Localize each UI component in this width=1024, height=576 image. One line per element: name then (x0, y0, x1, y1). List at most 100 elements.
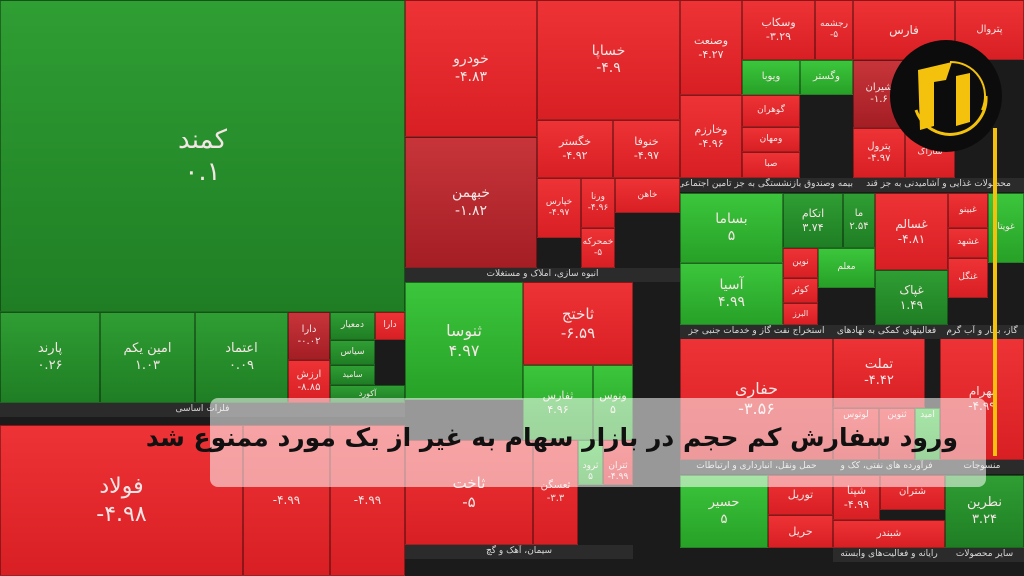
stock-tile[interactable]: خگستر -۴.۹۲ (537, 120, 613, 178)
stock-tile[interactable]: ما ۲.۵۴ (843, 193, 875, 248)
stock-tile[interactable]: خنوفا -۴.۹۷ (613, 120, 680, 178)
stock-tile[interactable]: گوهران (742, 95, 800, 127)
stock-symbol: اتکام (801, 206, 825, 220)
stock-tile[interactable]: خودرو -۴.۸۳ (405, 0, 537, 137)
stock-change: ۲.۵۴ (849, 220, 869, 232)
stock-symbol: وسکاب (761, 16, 796, 30)
stock-tile[interactable]: غسالم -۴.۸۱ (875, 193, 948, 270)
stock-symbol: صبا (764, 159, 778, 170)
stock-symbol: خاهن (637, 189, 658, 200)
stock-tile[interactable]: وسکاب -۳.۲۹ (742, 0, 815, 60)
stock-tile[interactable]: وخارزم -۴.۹۶ (680, 95, 742, 178)
logo-mark-icon (914, 60, 988, 136)
stock-tile[interactable]: خبهمن -۱.۸۲ (405, 137, 537, 268)
stock-tile[interactable]: شبندر (833, 520, 945, 548)
stock-tile[interactable]: نوین (783, 248, 818, 278)
stock-change: ۳.۷۴ (802, 220, 824, 234)
stock-change: ۰.۰۹ (228, 357, 255, 373)
stock-symbol: پتروال (976, 23, 1003, 35)
stock-tile[interactable]: خاهن (615, 178, 680, 213)
sector-label: استخراج نفت گاز و خدمات جنبی جز (680, 325, 833, 339)
stock-symbol: کمند (178, 124, 227, 155)
stock-tile[interactable]: وگستر (800, 60, 853, 95)
stock-tile[interactable]: ومهان (742, 127, 800, 152)
stock-change: -۴.۸۱ (897, 231, 926, 246)
stock-tile[interactable]: ثاختج -۶.۵۹ (523, 282, 633, 365)
stock-symbol: شپنا (846, 483, 867, 497)
stock-symbol: توریل (787, 488, 814, 502)
stock-tile[interactable]: البرز (783, 303, 818, 325)
sector-label: گاز، بخار و آب گرم (940, 325, 1024, 339)
stock-tile[interactable]: حریل (768, 515, 833, 548)
stock-tile[interactable]: خساپا -۴.۹ (537, 0, 680, 120)
stock-tile[interactable]: خمحرکه -۵ (581, 228, 615, 268)
stock-tile[interactable]: وصنعت -۴.۲۷ (680, 0, 742, 95)
stock-tile[interactable]: صبا (742, 152, 800, 178)
stock-symbol: نطرین (967, 495, 1002, 511)
stock-symbol: رجشمه (820, 18, 848, 29)
stock-symbol: خبهمن (451, 185, 491, 201)
stock-tile[interactable]: نطرین ۳.۲۴ (945, 475, 1024, 548)
stock-tile[interactable]: سامید (330, 365, 375, 385)
stock-tile[interactable]: ارزش -۸.۸۵ (288, 360, 330, 403)
stock-tile[interactable]: پترول -۴.۹۷ (853, 128, 905, 178)
stock-symbol: سامید (342, 370, 363, 379)
stock-symbol: آکورد (358, 389, 377, 398)
stock-tile[interactable]: معلم (818, 248, 875, 288)
stock-tile[interactable]: دمعیار (330, 312, 375, 340)
stock-symbol: ویوبا (761, 71, 781, 83)
sector-label: رایانه و فعالیت‌های وابسته (833, 548, 945, 562)
stock-tile[interactable]: ثنوسا ۴.۹۷ (405, 282, 523, 400)
stock-tile[interactable]: ورنا -۴.۹۶ (581, 178, 615, 228)
stock-tile[interactable]: خپارس -۴.۹۷ (537, 178, 581, 238)
stock-symbol: غویتا (997, 222, 1015, 233)
stock-change: -۴.۹۶ (587, 203, 609, 213)
stock-tile[interactable]: پارند ۰.۲۶ (0, 312, 100, 403)
stock-symbol: حسیر (708, 495, 740, 511)
stock-change: -۱.۶ (870, 94, 888, 105)
stock-symbol: خساپا (591, 42, 626, 59)
stock-symbol: ثاختج (561, 304, 595, 323)
stock-symbol: وصنعت (693, 33, 729, 47)
stock-change: -۴.۹۶ (698, 136, 724, 150)
stock-tile[interactable]: رجشمه -۵ (815, 0, 853, 60)
stock-tile[interactable]: اتکام ۳.۷۴ (783, 193, 843, 248)
stock-change: -۳.۲۹ (765, 30, 792, 43)
stock-change: ۵ (720, 511, 728, 527)
stock-symbol: اعتماد (225, 341, 258, 357)
stock-tile[interactable]: کوثر (783, 278, 818, 303)
stock-symbol: غبینو (959, 204, 977, 215)
stock-tile[interactable]: آسیا ۴.۹۹ (680, 263, 783, 325)
stock-tile[interactable]: غپاک ۱.۴۹ (875, 270, 948, 325)
stock-tile[interactable]: بساما ۵ (680, 193, 783, 263)
stock-change: -۵ (829, 30, 839, 40)
stock-symbol: ورنا (591, 191, 605, 202)
stock-change: ۰.۱ (184, 157, 221, 187)
stock-tile[interactable]: اعتماد ۰.۰۹ (195, 312, 288, 403)
stock-tile[interactable]: دارا -۰.۰۲ (288, 312, 330, 360)
stock-tile[interactable]: سیاس (330, 340, 375, 365)
sector-label: سایر محصولات (945, 548, 1024, 562)
sector-label: انبوه سازی، املاک و مستغلات (405, 268, 680, 282)
stock-symbol: وگستر (812, 71, 841, 83)
stock-tile[interactable]: ویوبا (742, 60, 800, 95)
stock-tile[interactable]: غنگل (948, 258, 988, 298)
stock-change: ۳.۲۴ (971, 511, 998, 527)
stock-tile[interactable]: غشهد (948, 228, 988, 258)
stock-change: -۴.۴۲ (864, 373, 894, 388)
stock-symbol: غنگل (958, 272, 978, 283)
stock-change: -۴.۹۹ (353, 493, 382, 507)
stock-change: -۴.۹۲ (562, 149, 588, 162)
stock-change: -۵ (462, 492, 476, 511)
stock-tile[interactable]: کمند ۰.۱ (0, 0, 405, 312)
stock-tile[interactable]: دارا (375, 312, 405, 340)
stock-change: -۴.۹ (596, 60, 621, 76)
sector-label: محصولات غذایی و آشامیدنی به جز قند (853, 178, 1024, 192)
stock-tile[interactable]: امین یکم ۱.۰۳ (100, 312, 195, 403)
stock-tile[interactable]: فولاد -۴.۹۸ (0, 425, 243, 576)
stock-change: -۰.۰۲ (297, 336, 321, 347)
stock-symbol: خودرو (453, 51, 489, 67)
stock-symbol: خپارس (545, 196, 573, 207)
stock-tile[interactable]: غبینو (948, 193, 988, 228)
stock-symbol: دارا (383, 320, 397, 331)
